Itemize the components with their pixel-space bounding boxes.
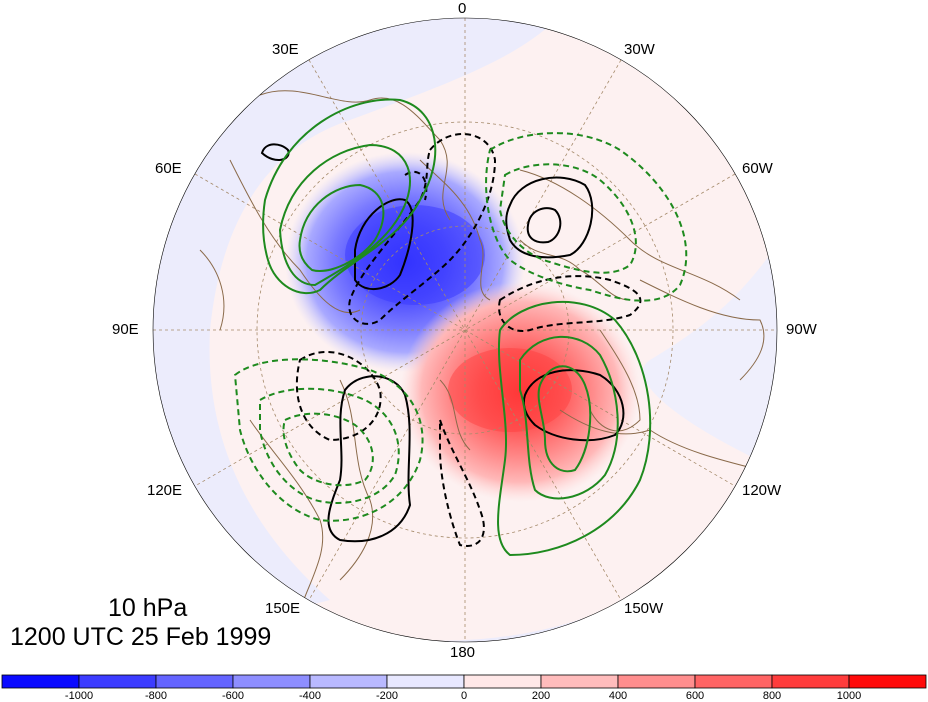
colorbar-tick-label: 400 <box>608 690 628 702</box>
lon-label-120e: 120E <box>147 482 183 499</box>
pressure-level-title: 10 hPa <box>108 594 188 622</box>
colorbar-swatch <box>1 674 80 689</box>
lon-label-180: 180 <box>450 644 476 661</box>
green-dashed-contours <box>233 132 688 522</box>
map-disc <box>153 18 777 642</box>
colorbar-tick-label: 200 <box>531 690 551 702</box>
lon-label-150w: 150W <box>624 600 664 617</box>
colorbar-swatch <box>540 674 619 689</box>
lon-label-30w: 30W <box>624 41 655 58</box>
light-negative-band-east <box>643 240 777 470</box>
colorbar-tick-label: -1000 <box>64 690 94 702</box>
colorbar-swatch <box>309 674 388 689</box>
colorbar-swatch <box>78 674 157 689</box>
colorbar-tick-label: -200 <box>375 690 399 702</box>
valid-time-title: 1200 UTC 25 Feb 1999 <box>10 623 272 651</box>
colorbar-tick-label: 0 <box>460 690 468 702</box>
colorbar-swatch <box>617 674 696 689</box>
colorbar-swatch <box>463 674 542 689</box>
lon-label-120w: 120W <box>742 482 782 499</box>
colorbar-swatch <box>771 674 850 689</box>
lon-label-90w: 90W <box>786 321 817 338</box>
lon-label-60w: 60W <box>742 160 773 177</box>
colorbar <box>1 674 927 689</box>
map-boundary <box>152 17 778 643</box>
colorbar-swatch <box>848 674 927 689</box>
lon-label-30e: 30E <box>272 41 299 58</box>
colorbar-tick-label: -400 <box>298 690 322 702</box>
colorbar-swatch <box>155 674 234 689</box>
lon-label-150e: 150E <box>265 600 301 617</box>
colorbar-tick-label: -800 <box>144 690 168 702</box>
colorbar-tick-label: -600 <box>221 690 245 702</box>
colorbar-tick-label: 600 <box>685 690 705 702</box>
lon-label-0: 0 <box>458 0 467 17</box>
lon-label-90e: 90E <box>112 321 139 338</box>
green-solid-contours <box>262 98 652 557</box>
colorbar-swatch <box>232 674 311 689</box>
light-negative-band <box>153 18 560 642</box>
colorbar-swatch <box>694 674 773 689</box>
colorbar-tick-label: 1000 <box>836 690 862 702</box>
colorbar-swatch <box>386 674 465 689</box>
colorbar-tick-label: 800 <box>762 690 782 702</box>
graticule <box>153 18 777 642</box>
lon-label-60e: 60E <box>155 160 182 177</box>
